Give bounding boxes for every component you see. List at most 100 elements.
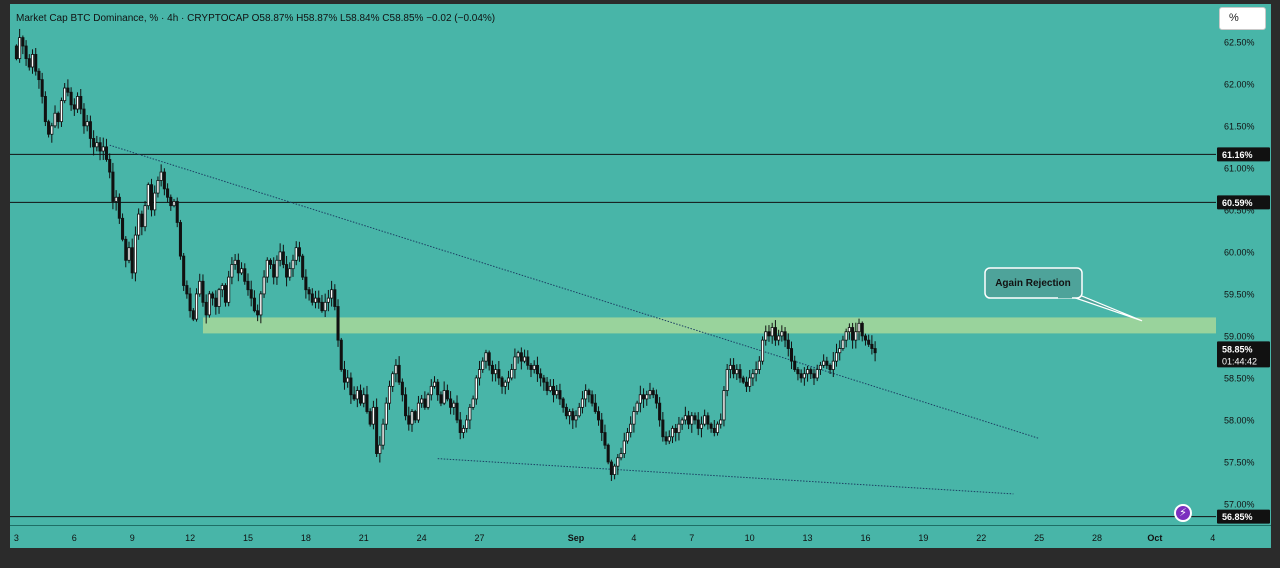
candle-body [683,415,687,421]
x-tick-label-6: 21 [359,533,369,543]
candle-204 [670,425,675,444]
candle-body [18,37,22,60]
candle-142 [471,395,475,410]
candle-194 [638,385,642,413]
candle-body [198,280,202,295]
candle-body [687,415,691,425]
candle-body [227,276,231,303]
candle-171 [564,403,568,420]
candle-222 [728,358,732,379]
candle-body [188,293,192,312]
candle-body [478,369,482,379]
candle-body [806,369,810,375]
level-tag-1: 60.59% [1222,198,1253,208]
candle-body [420,398,424,404]
candle-body [143,205,147,228]
candle-body [741,377,745,383]
candle-body [452,402,456,408]
candle-100 [336,299,340,347]
lightning-icon[interactable]: ⚡ [1174,504,1192,522]
y-tick-label-1: 62.00% [1224,79,1255,89]
candle-body [674,427,678,433]
candle-154 [510,363,514,381]
candle-body [490,364,494,375]
candle-128 [426,392,430,410]
x-tick-label-0: 3 [14,533,19,543]
percent-scale-button[interactable]: % [1219,7,1266,30]
current-price-label: 58.85% [1222,344,1253,354]
candle-254 [831,351,835,378]
time-axis [10,526,1271,548]
candle-117 [391,371,395,392]
candle-body [410,411,414,425]
candle-67 [230,257,234,285]
candle-body [381,423,385,446]
candle-24 [92,130,96,156]
candle-body [767,331,771,337]
candle-body [72,104,76,110]
symbol-title: Market Cap BTC Dominance, % · 4h · CRYPT… [16,13,252,24]
candle-body [191,310,195,320]
candle-152 [503,379,507,395]
annotation-text: Again Rejection [995,278,1071,289]
candle-143 [474,375,478,405]
candle-220 [722,386,726,427]
candle-161 [532,360,536,374]
candle-192 [632,406,636,433]
x-tick-label-14: 16 [860,533,870,543]
candle-body [88,121,92,139]
candle-190 [625,427,629,444]
candle-144 [478,360,482,386]
candle-body [757,360,761,370]
y-tick-label-0: 62.50% [1224,37,1255,47]
candle-180 [593,394,597,414]
candle-body [149,184,154,211]
candle-159 [526,350,530,370]
candle-body [76,96,80,110]
candle-219 [719,413,723,429]
candle-body [455,402,459,421]
plot-area [10,4,1216,525]
candle-body [169,196,173,207]
candle-157 [519,347,523,370]
x-tick-label-3: 12 [185,533,195,543]
candle-body [281,251,285,265]
candle-107 [359,384,363,406]
candle-112 [375,398,379,457]
candle-body [851,327,855,341]
candle-body [625,432,629,442]
candle-body [619,453,623,459]
candle-168 [555,385,559,399]
candle-35 [127,241,131,264]
candle-233 [764,325,768,346]
candle-body [545,381,549,391]
candle-260 [851,322,855,349]
candle-body [539,373,543,379]
candle-134 [445,384,449,402]
countdown-label: 01:44:42 [1222,356,1257,366]
candle-body [50,125,54,135]
candle-body [574,415,578,421]
candle-70 [240,262,244,276]
level-tag-bg-0 [1217,147,1270,162]
candle-body [195,293,199,320]
candle-6 [34,48,38,76]
candle-46 [162,168,166,196]
candle-94 [317,290,321,309]
candle-body [313,297,318,303]
candle-98 [330,280,334,307]
candle-body [799,373,803,379]
candle-95 [320,294,324,313]
candle-body [629,423,633,433]
y-tick-label-9: 58.00% [1224,415,1255,425]
candle-227 [744,376,748,392]
candle-body [21,37,25,47]
candle-237 [777,329,781,346]
candle-body [400,381,404,396]
candle-body [24,45,28,60]
candle-116 [387,380,392,410]
candle-body [654,394,658,404]
candle-166 [548,379,552,393]
candle-body [754,369,758,375]
